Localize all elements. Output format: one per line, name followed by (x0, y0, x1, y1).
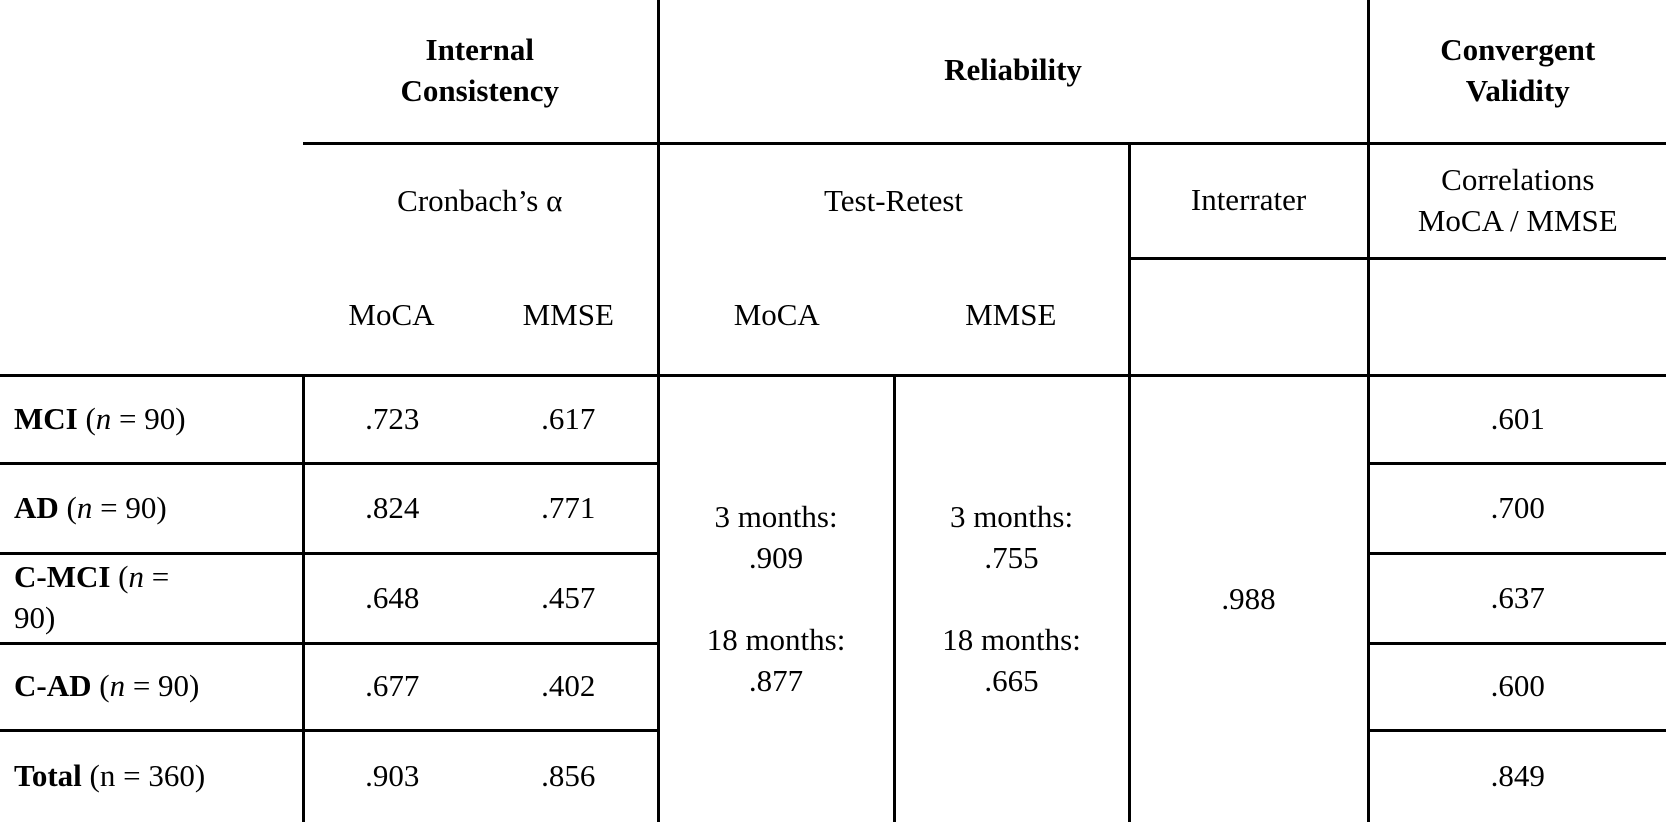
header-test-retest: Test-Retest (658, 143, 1131, 258)
cmci-cronbach-mmse: .457 (480, 553, 660, 645)
row-total: Total (n = 360) .903 .856 .849 (0, 730, 1666, 822)
cad-cronbach-moca: .677 (303, 643, 480, 732)
header-ic-moca: MoCA (303, 258, 480, 377)
header-row-sections: Internal Consistency Reliability Converg… (0, 0, 1666, 145)
total-cronbach-mmse: .856 (480, 730, 660, 822)
header-reliability: Reliability (658, 0, 1370, 145)
blank-under-interrater (1129, 258, 1370, 377)
ad-convergent: .700 (1368, 463, 1666, 555)
row-label-cmci: C-MCI (n = 90) (0, 553, 305, 645)
blank-cell (0, 143, 303, 258)
row-label-mci: MCI (n = 90) (0, 375, 305, 465)
header-tr-moca: MoCA (658, 258, 895, 377)
ad-cronbach-mmse: .771 (480, 463, 660, 555)
header-row-instruments: MoCA MMSE MoCA MMSE (0, 258, 1666, 377)
test-retest-mmse-cell: 3 months: .755 18 months: .665 (894, 375, 1131, 822)
header-internal-consistency: Internal Consistency (303, 0, 660, 145)
corner-blank-cell (0, 0, 303, 143)
header-correlations: Correlations MoCA / MMSE (1368, 143, 1666, 260)
header-tr-mmse: MMSE (894, 258, 1131, 377)
header-row-measures: Cronbach’s α Test-Retest Interrater Corr… (0, 143, 1666, 260)
row-mci: MCI (n = 90) .723 .617 3 months: .909 18… (0, 375, 1666, 822)
interrater-value-cell: .988 (1129, 375, 1370, 822)
row-cad: C-AD (n = 90) .677 .402 .600 (0, 643, 1666, 732)
header-cronbachs-alpha: Cronbach’s α (303, 143, 660, 258)
row-label-ad: AD (n = 90) (0, 463, 305, 555)
mci-convergent: .601 (1368, 375, 1666, 465)
test-retest-moca-cell: 3 months: .909 18 months: .877 (658, 375, 896, 822)
row-label-cad: C-AD (n = 90) (0, 643, 305, 732)
header-ic-mmse: MMSE (480, 258, 660, 377)
cmci-convergent: .637 (1368, 553, 1666, 645)
blank-under-correlations (1368, 258, 1666, 377)
cmci-cronbach-moca: .648 (303, 553, 480, 645)
mci-cronbach-moca: .723 (303, 375, 480, 465)
row-ad: AD (n = 90) .824 .771 .700 (0, 463, 1666, 555)
cad-convergent: .600 (1368, 643, 1666, 732)
ad-cronbach-moca: .824 (303, 463, 480, 555)
total-cronbach-moca: .903 (365, 758, 420, 794)
total-convergent: .849 (1490, 758, 1545, 794)
cad-cronbach-mmse: .402 (480, 643, 660, 732)
row-label-total: Total (n = 360) (0, 730, 305, 822)
header-convergent-validity: Convergent Validity (1368, 0, 1666, 145)
mci-cronbach-mmse: .617 (480, 375, 660, 465)
header-interrater: Interrater (1129, 143, 1370, 260)
blank-cell (0, 258, 303, 377)
row-cmci: C-MCI (n = 90) .648 .457 .637 (0, 553, 1666, 645)
